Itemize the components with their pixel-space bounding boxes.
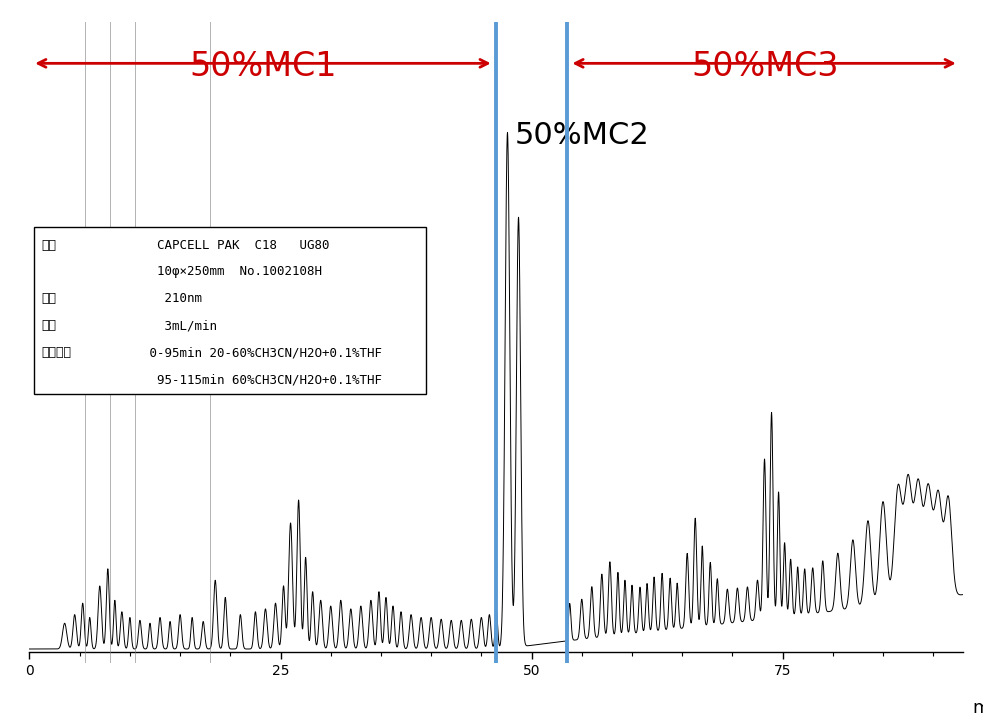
Text: min: min [972, 699, 983, 717]
Text: 유속: 유속 [41, 319, 57, 332]
Text: 3mL/min: 3mL/min [142, 319, 216, 332]
Text: 50%MC1: 50%MC1 [189, 50, 337, 83]
Text: 파장: 파장 [41, 293, 57, 306]
Text: 0-95min 20-60%CH3CN/H2O+0.1%THF: 0-95min 20-60%CH3CN/H2O+0.1%THF [142, 346, 381, 359]
Text: 용매조건: 용매조건 [41, 346, 72, 359]
Bar [34, 227, 427, 394]
Text: 210nm: 210nm [142, 293, 202, 306]
Text: 50%MC2: 50%MC2 [514, 121, 649, 150]
Text: 컬럼: 컬럼 [41, 239, 57, 252]
Text: 95-115min 60%CH3CN/H2O+0.1%THF: 95-115min 60%CH3CN/H2O+0.1%THF [142, 373, 381, 386]
Text: 10φ×250mm  No.1002108H: 10φ×250mm No.1002108H [142, 265, 321, 278]
Text: CAPCELL PAK  C18   UG80: CAPCELL PAK C18 UG80 [142, 239, 329, 252]
Text: 50%MC3: 50%MC3 [691, 50, 838, 83]
